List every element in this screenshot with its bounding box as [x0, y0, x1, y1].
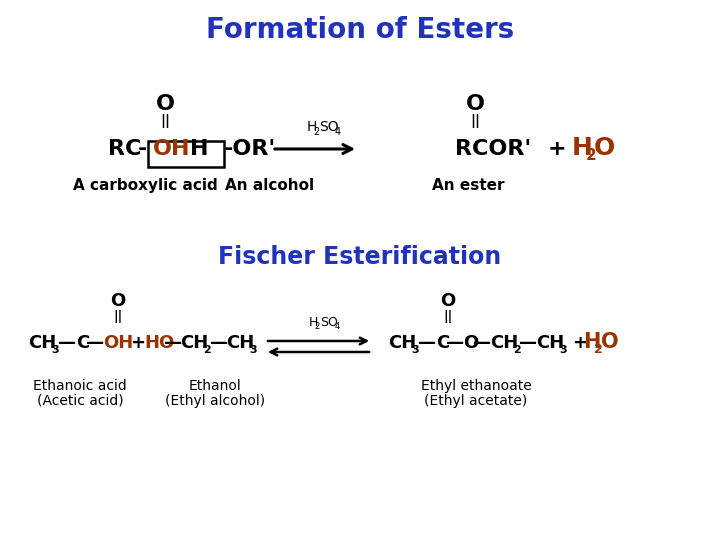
- Text: H: H: [308, 316, 318, 329]
- Text: H: H: [583, 332, 600, 352]
- Text: (Ethyl acetate): (Ethyl acetate): [424, 394, 528, 408]
- Text: —: —: [418, 334, 436, 352]
- Text: An ester: An ester: [432, 178, 504, 193]
- Text: O: O: [110, 292, 125, 310]
- Text: C: C: [436, 334, 449, 352]
- Text: ||: ||: [160, 114, 170, 128]
- Text: 3: 3: [249, 345, 256, 355]
- Text: 2: 2: [203, 345, 211, 355]
- Text: H: H: [190, 139, 209, 159]
- Text: H: H: [307, 120, 318, 134]
- Text: —: —: [210, 334, 228, 352]
- Text: OH: OH: [103, 334, 133, 352]
- Text: CH: CH: [180, 334, 208, 352]
- Text: CH: CH: [388, 334, 416, 352]
- Text: +: +: [572, 334, 587, 352]
- Text: SO: SO: [320, 316, 338, 329]
- Text: O: O: [466, 94, 485, 114]
- Text: An alcohol: An alcohol: [225, 178, 314, 193]
- Text: 2: 2: [315, 322, 320, 331]
- Text: Formation of Esters: Formation of Esters: [206, 16, 514, 44]
- Text: Fischer Esterification: Fischer Esterification: [218, 245, 502, 269]
- Text: O: O: [156, 94, 174, 114]
- Text: Ethanoic acid: Ethanoic acid: [33, 379, 127, 393]
- Text: 3: 3: [411, 345, 418, 355]
- Text: —: —: [519, 334, 537, 352]
- Text: +: +: [130, 334, 145, 352]
- Text: —: —: [473, 334, 491, 352]
- Text: -: -: [138, 139, 148, 159]
- Text: RC: RC: [108, 139, 141, 159]
- Text: 4: 4: [335, 127, 341, 137]
- Text: CH: CH: [28, 334, 56, 352]
- Text: 2: 2: [513, 345, 521, 355]
- Text: CH: CH: [536, 334, 564, 352]
- Text: —: —: [446, 334, 464, 352]
- Text: 3: 3: [51, 345, 58, 355]
- Text: 2: 2: [594, 343, 603, 356]
- Text: 2: 2: [586, 148, 597, 163]
- Text: 4: 4: [335, 322, 340, 331]
- Text: SO: SO: [319, 120, 338, 134]
- Text: RCOR': RCOR': [455, 139, 531, 159]
- Text: HO: HO: [144, 334, 174, 352]
- Text: ||: ||: [470, 114, 480, 128]
- Text: OH: OH: [153, 139, 191, 159]
- Text: +: +: [548, 139, 567, 159]
- Bar: [148, 141, 224, 167]
- Text: Ethyl ethanoate: Ethyl ethanoate: [420, 379, 531, 393]
- Text: (Ethyl alcohol): (Ethyl alcohol): [165, 394, 265, 408]
- Text: O: O: [463, 334, 478, 352]
- Text: (Acetic acid): (Acetic acid): [37, 394, 123, 408]
- Text: 3: 3: [559, 345, 567, 355]
- Text: —: —: [86, 334, 104, 352]
- Text: O: O: [594, 136, 616, 160]
- Text: —: —: [164, 334, 182, 352]
- Text: C: C: [76, 334, 89, 352]
- Text: CH: CH: [490, 334, 518, 352]
- Text: O: O: [441, 292, 456, 310]
- Text: O: O: [601, 332, 618, 352]
- Text: ||: ||: [113, 310, 122, 323]
- Text: Ethanol: Ethanol: [189, 379, 241, 393]
- Text: H: H: [572, 136, 593, 160]
- Text: A carboxylic acid: A carboxylic acid: [73, 178, 217, 193]
- Text: CH: CH: [226, 334, 254, 352]
- Text: ||: ||: [444, 310, 453, 323]
- Text: —: —: [58, 334, 76, 352]
- Text: 2: 2: [313, 127, 319, 137]
- Text: -OR': -OR': [224, 139, 276, 159]
